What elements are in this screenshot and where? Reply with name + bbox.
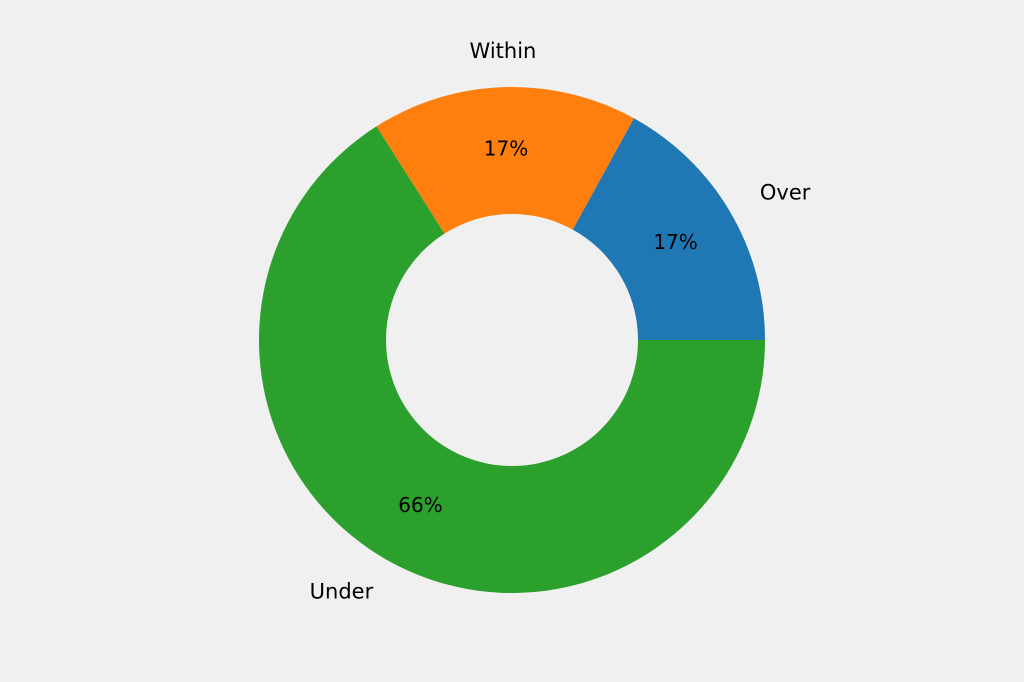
slice-within (376, 87, 634, 341)
donut-hole (386, 214, 638, 466)
pct-label-over: 17% (653, 230, 697, 254)
pct-label-within: 17% (484, 137, 528, 161)
labels-layer: Over 17% Within 17% Under 66% (310, 39, 811, 603)
slice-label-over: Over (760, 180, 811, 204)
slice-label-within: Within (470, 39, 537, 63)
slice-label-under: Under (310, 579, 374, 603)
pct-label-under: 66% (398, 493, 442, 517)
